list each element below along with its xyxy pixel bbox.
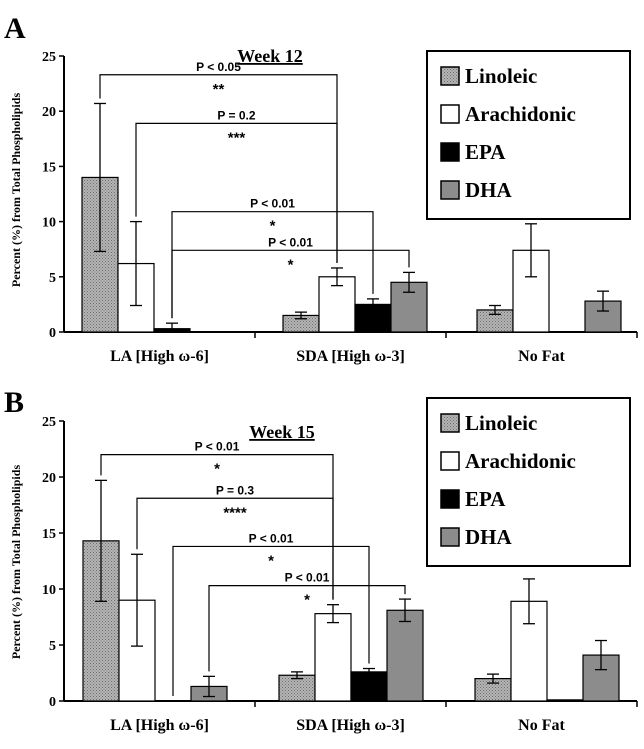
p-value-label: P = 0.2 xyxy=(217,108,255,122)
legend-label: Linoleic xyxy=(465,64,537,88)
legend-label: Linoleic xyxy=(465,411,537,435)
legend-swatch-dha xyxy=(440,180,460,200)
legend-swatch-arachidonic xyxy=(440,451,460,471)
y-tick-label: 20 xyxy=(42,105,56,120)
legend-swatch-epa xyxy=(440,142,460,162)
panel-letter: A xyxy=(4,12,26,45)
significance-stars: ** xyxy=(213,81,225,98)
y-tick-label: 0 xyxy=(49,326,56,341)
p-value-label: P < 0.01 xyxy=(268,235,313,249)
significance-stars: * xyxy=(288,256,294,273)
y-tick-label: 5 xyxy=(49,639,56,654)
p-value-label: P < 0.01 xyxy=(249,531,294,545)
x-tick-label: LA [High ω-6] xyxy=(110,717,209,734)
y-tick-label: 25 xyxy=(42,50,56,65)
legend-label: Arachidonic xyxy=(465,449,576,473)
significance-stars: **** xyxy=(223,504,247,521)
significance-bracket xyxy=(136,497,334,600)
panel-b: B Percent (%) from Total Phospholipids 0… xyxy=(4,386,638,734)
p-value-label: P = 0.3 xyxy=(216,483,254,497)
x-tick-label: LA [High ω-6] xyxy=(110,348,209,365)
significance-brackets: P < 0.01*P = 0.3****P < 0.01*P < 0.01* xyxy=(100,440,406,696)
y-tick-label: 25 xyxy=(42,415,56,430)
y-tick-label: 5 xyxy=(49,271,56,286)
bar-epa xyxy=(354,303,392,333)
legend-label: Arachidonic xyxy=(465,102,576,126)
y-tick-label: 10 xyxy=(42,583,56,598)
significance-stars: * xyxy=(214,461,220,478)
p-value-label: P < 0.01 xyxy=(195,440,240,454)
chart-title: Week 12 xyxy=(237,46,303,66)
significance-bracket xyxy=(172,545,370,696)
chart-title: Week 15 xyxy=(249,422,315,442)
p-value-label: P < 0.05 xyxy=(196,60,241,74)
legend-swatch-linoleic xyxy=(440,413,460,433)
y-tick-label: 0 xyxy=(49,695,56,710)
y-tick-label: 15 xyxy=(42,527,56,542)
x-tick-label: SDA [High ω-3] xyxy=(296,348,405,365)
p-value-label: P < 0.01 xyxy=(250,197,295,211)
significance-brackets: P < 0.05**P = 0.2***P < 0.01*P < 0.01* xyxy=(99,60,410,319)
bar-arachidonic xyxy=(314,613,352,702)
legend-box xyxy=(426,50,631,220)
legend-label: EPA xyxy=(465,487,506,511)
legend-swatch-arachidonic xyxy=(440,104,460,124)
x-tick-label: No Fat xyxy=(518,717,565,734)
bar-epa xyxy=(546,699,584,702)
significance-bracket xyxy=(208,585,406,672)
y-axis-label: Percent (%) from Total Phospholipids xyxy=(9,93,23,288)
significance-stars: * xyxy=(268,552,274,569)
legend: Linoleic Arachidonic EPA DHA xyxy=(426,397,631,567)
legend-label: EPA xyxy=(465,140,506,164)
y-tick-label: 10 xyxy=(42,216,56,231)
significance-stars: * xyxy=(304,592,310,609)
legend-swatch-epa xyxy=(440,489,460,509)
legend-box xyxy=(426,397,631,567)
y-tick-label: 20 xyxy=(42,471,56,486)
legend-swatch-dha xyxy=(440,527,460,547)
bar-dha xyxy=(386,609,424,702)
bars xyxy=(82,479,620,702)
significance-bracket xyxy=(135,122,338,263)
significance-stars: *** xyxy=(228,129,246,146)
panel-a: A Percent (%) from Total Phospholipids 0… xyxy=(4,12,638,365)
y-tick-label: 15 xyxy=(42,160,56,175)
significance-stars: * xyxy=(270,218,276,235)
legend-swatch-linoleic xyxy=(440,66,460,86)
p-value-label: P < 0.01 xyxy=(285,571,330,585)
legend-label: DHA xyxy=(465,178,513,202)
legend-label: DHA xyxy=(465,525,513,549)
bar-dha xyxy=(584,300,622,333)
x-tick-label: No Fat xyxy=(518,348,565,365)
significance-bracket xyxy=(171,249,410,319)
bars xyxy=(81,102,622,333)
y-axis-label: Percent (%) from Total Phospholipids xyxy=(9,465,23,660)
bar-epa xyxy=(350,671,388,702)
panel-letter: B xyxy=(4,386,24,419)
x-tick-label: SDA [High ω-3] xyxy=(296,717,405,734)
legend: Linoleic Arachidonic EPA DHA xyxy=(426,50,631,220)
